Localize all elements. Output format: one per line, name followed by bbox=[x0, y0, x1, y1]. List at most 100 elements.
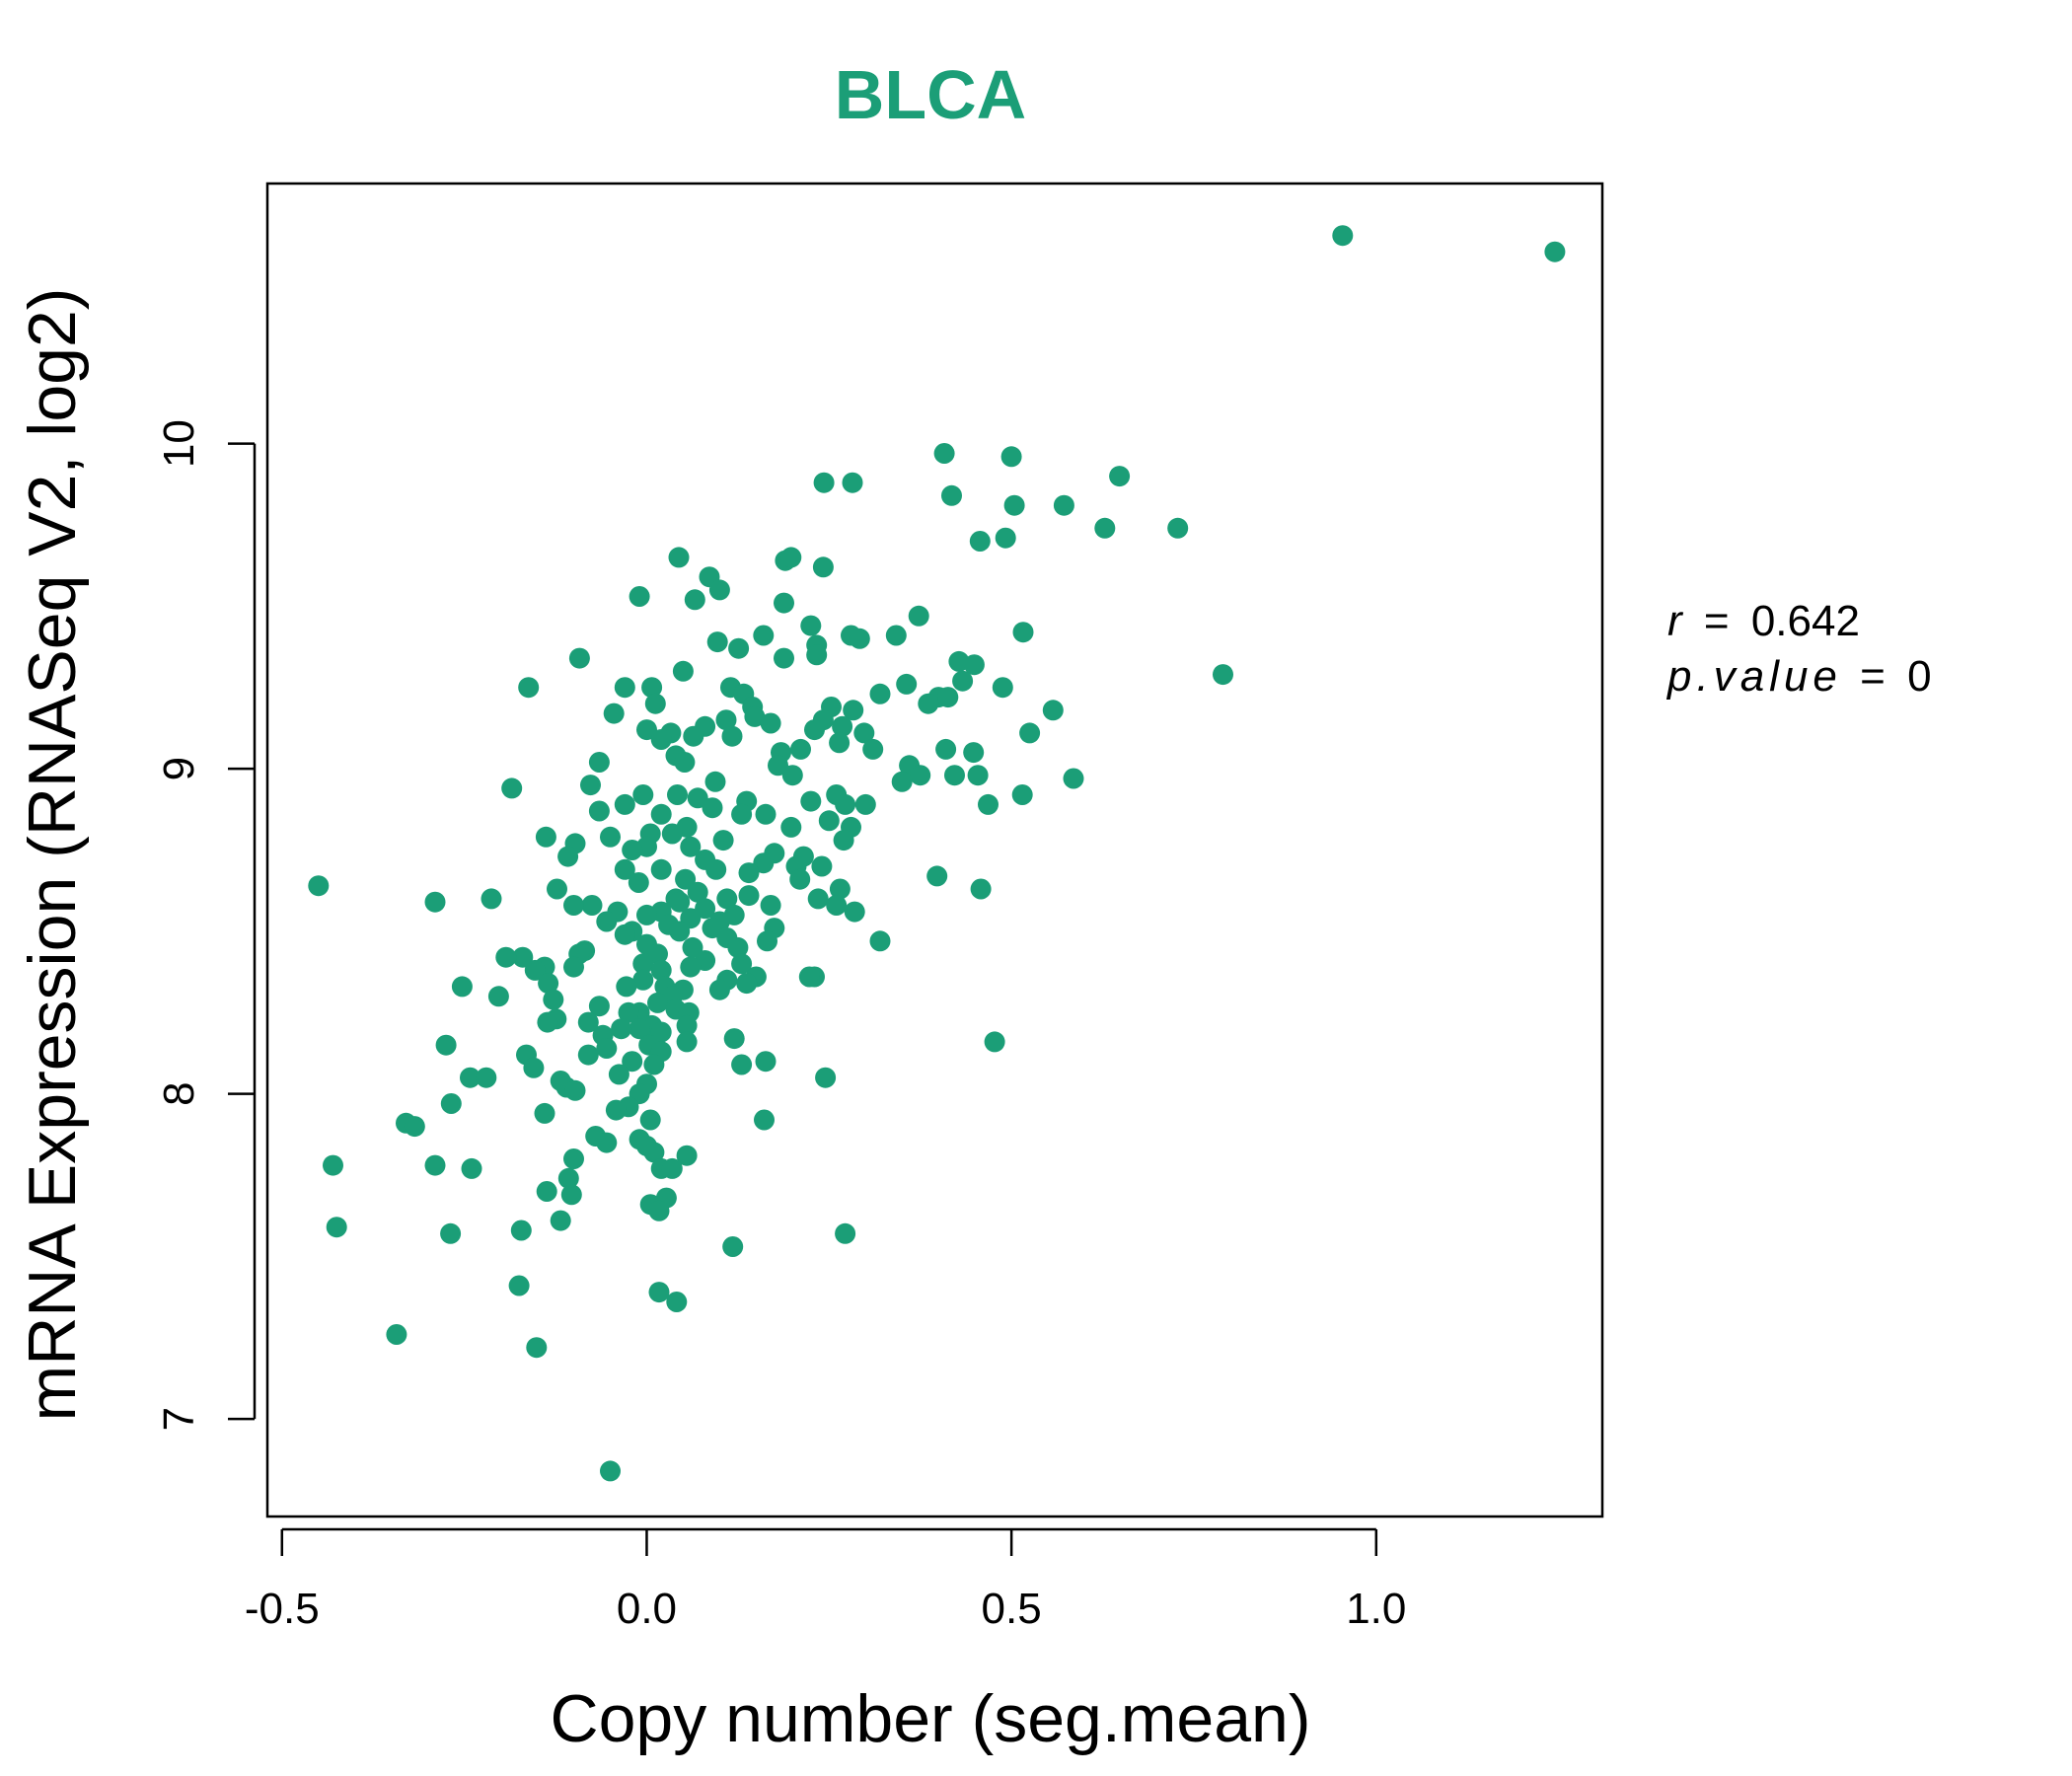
data-point bbox=[588, 996, 610, 1017]
data-point bbox=[603, 703, 625, 724]
x-tick-label: 0.0 bbox=[617, 1585, 677, 1633]
data-point bbox=[941, 484, 962, 506]
data-point bbox=[835, 1222, 856, 1244]
data-point bbox=[789, 868, 811, 890]
data-point bbox=[614, 858, 635, 880]
data-point bbox=[629, 586, 650, 607]
data-point bbox=[800, 615, 822, 636]
data-point bbox=[705, 858, 727, 880]
data-point bbox=[596, 1038, 618, 1059]
data-point bbox=[435, 1034, 457, 1056]
y-tick-label: 7 bbox=[155, 1407, 203, 1431]
data-point bbox=[622, 840, 643, 860]
data-point bbox=[581, 895, 603, 916]
data-point bbox=[815, 1067, 837, 1088]
data-point bbox=[643, 1054, 665, 1075]
data-point bbox=[512, 946, 534, 968]
data-point bbox=[862, 738, 884, 760]
data-point bbox=[755, 1051, 777, 1073]
data-point bbox=[386, 1324, 407, 1345]
data-point bbox=[524, 959, 546, 981]
y-axis: 7 8 9 10 bbox=[155, 419, 257, 1431]
data-point bbox=[790, 738, 811, 760]
data-point bbox=[680, 956, 702, 978]
data-point bbox=[774, 647, 794, 669]
data-point bbox=[963, 742, 985, 764]
data-point bbox=[798, 966, 820, 988]
data-point bbox=[978, 793, 999, 815]
data-point bbox=[600, 1460, 621, 1482]
data-point bbox=[537, 1011, 558, 1033]
data-point bbox=[643, 1142, 665, 1163]
data-point bbox=[811, 855, 833, 877]
data-point bbox=[896, 673, 918, 695]
data-point bbox=[440, 1093, 462, 1114]
data-point bbox=[937, 687, 959, 708]
data-point bbox=[706, 631, 728, 653]
data-point bbox=[557, 1167, 579, 1189]
data-point bbox=[728, 637, 750, 659]
data-point bbox=[534, 1102, 555, 1124]
data-point bbox=[704, 771, 726, 792]
data-point bbox=[1003, 494, 1025, 516]
data-point bbox=[564, 1079, 586, 1101]
data-point bbox=[963, 654, 985, 676]
data-point bbox=[618, 1001, 639, 1023]
data-point bbox=[967, 765, 989, 786]
data-point bbox=[323, 1154, 343, 1176]
data-point bbox=[451, 976, 473, 998]
data-point bbox=[648, 1282, 670, 1303]
data-point bbox=[829, 878, 851, 900]
data-point bbox=[668, 547, 690, 568]
data-point bbox=[1109, 466, 1131, 487]
data-point bbox=[695, 898, 716, 920]
data-point bbox=[614, 677, 635, 699]
plot-frame bbox=[265, 182, 1604, 1518]
data-point bbox=[308, 875, 330, 897]
data-point bbox=[1019, 722, 1041, 744]
data-point bbox=[687, 881, 708, 903]
data-point bbox=[577, 1044, 599, 1066]
data-point bbox=[738, 862, 760, 884]
data-point bbox=[702, 918, 723, 939]
r-stat-equals: = bbox=[1704, 597, 1730, 645]
data-point bbox=[614, 924, 635, 945]
data-point bbox=[1053, 494, 1074, 516]
data-point bbox=[869, 683, 891, 704]
data-point bbox=[774, 592, 794, 614]
data-point bbox=[755, 803, 777, 825]
data-point bbox=[629, 1018, 650, 1040]
data-point bbox=[908, 605, 929, 627]
data-point bbox=[424, 1154, 446, 1176]
data-point bbox=[708, 979, 730, 1000]
data-point bbox=[1544, 241, 1566, 262]
data-point bbox=[648, 1200, 670, 1221]
data-point bbox=[683, 725, 704, 747]
data-point bbox=[461, 1157, 482, 1179]
data-point bbox=[616, 976, 637, 998]
data-point bbox=[1000, 446, 1022, 468]
data-point bbox=[523, 1057, 545, 1078]
data-point bbox=[731, 1054, 753, 1075]
data-point bbox=[760, 712, 781, 734]
data-point bbox=[647, 943, 668, 965]
data-point bbox=[669, 891, 691, 913]
data-point bbox=[669, 921, 691, 942]
data-point bbox=[684, 589, 705, 611]
data-point bbox=[543, 989, 564, 1010]
data-point bbox=[1332, 225, 1354, 247]
data-point bbox=[547, 878, 567, 900]
data-point bbox=[661, 823, 683, 845]
data-point bbox=[661, 1157, 683, 1179]
data-point bbox=[588, 800, 610, 822]
data-point bbox=[918, 693, 939, 714]
data-point bbox=[632, 953, 654, 975]
data-point bbox=[650, 858, 672, 880]
data-point bbox=[676, 1145, 698, 1166]
data-point bbox=[644, 693, 666, 714]
data-point bbox=[647, 992, 668, 1013]
r-stat-label: r bbox=[1667, 597, 1684, 645]
p-value-equals: = bbox=[1860, 652, 1886, 701]
y-tick-label: 8 bbox=[155, 1081, 203, 1105]
data-points bbox=[308, 225, 1566, 1482]
